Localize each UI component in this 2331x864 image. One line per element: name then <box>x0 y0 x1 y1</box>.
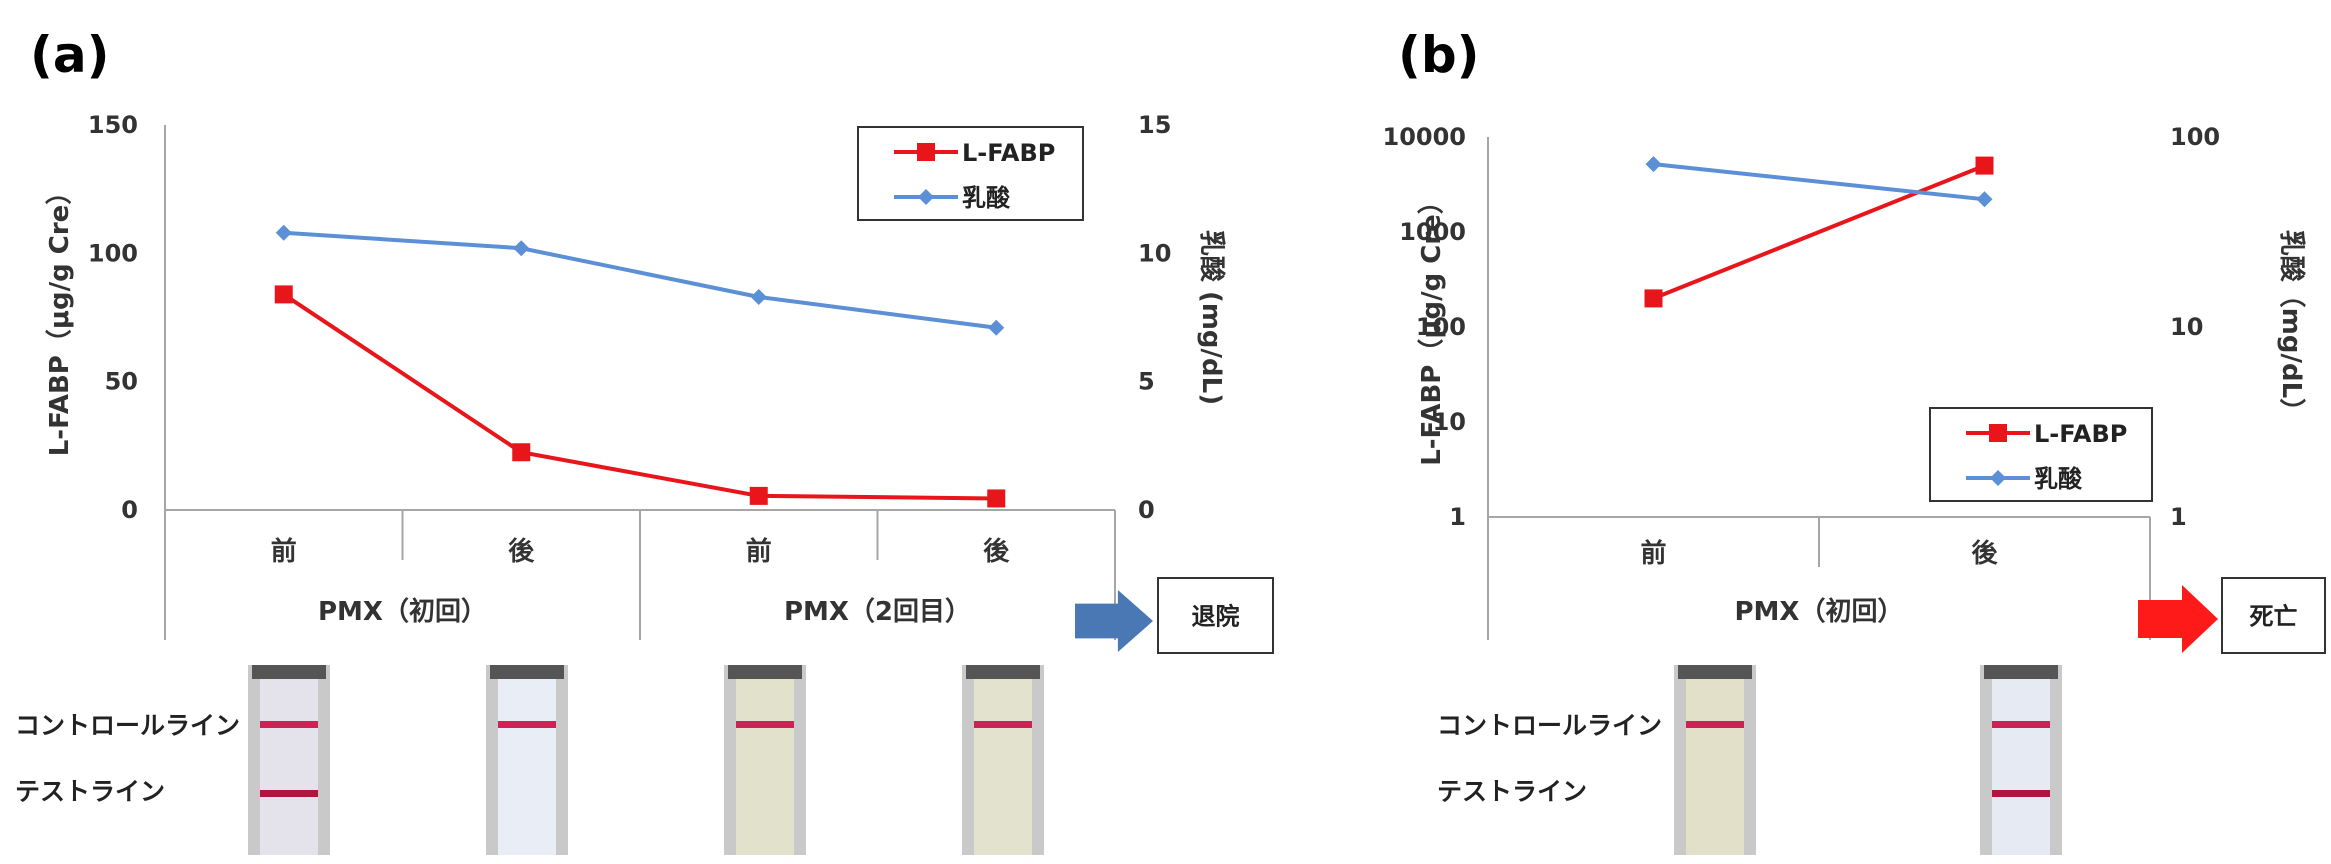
strip-control-line <box>260 721 318 728</box>
strip-control-line <box>1992 721 2050 728</box>
y-tick-label-right: 5 <box>1138 368 1155 396</box>
y-axis-title-right: 乳酸（mg/dL） <box>2276 230 2306 424</box>
strip-top-shadow <box>1678 665 1752 679</box>
strip-top-shadow <box>1984 665 2058 679</box>
test-line-label: テストライン <box>1437 777 1587 806</box>
legend-box <box>1929 407 2153 502</box>
y-tick-label-left: 1 <box>1449 503 1466 531</box>
y-tick-label-right: 1 <box>2170 503 2187 531</box>
strip-window <box>1686 679 1744 855</box>
category-label: 後 <box>1971 538 1998 569</box>
y-tick-label-right: 15 <box>1138 111 1171 139</box>
y-tick-label-left: 1000 <box>1399 218 1466 246</box>
strip-window <box>1992 679 2050 855</box>
lfabp-series-point <box>987 489 1006 508</box>
lfabp-series-line <box>1652 163 1986 301</box>
y-tick-label-left: 0 <box>121 496 138 524</box>
lactate-series-line <box>283 230 997 330</box>
category-label: 前 <box>746 536 772 567</box>
strip-top-shadow <box>966 665 1040 679</box>
strip-window <box>974 679 1032 855</box>
category-label: 後 <box>508 536 535 567</box>
y-axis-title-left: L-FABP（μg/g Cre） <box>1417 188 1447 466</box>
outcome-label: 死亡 <box>2250 603 2298 631</box>
group-label: PMX（初回） <box>318 597 487 627</box>
strip-test-line <box>1992 790 2050 797</box>
strip-top-shadow <box>490 665 564 679</box>
strip-control-line <box>736 721 794 728</box>
y-tick-label-left: 50 <box>105 368 138 396</box>
y-tick-label-left: 100 <box>88 239 138 267</box>
lfabp-series-line <box>282 292 997 501</box>
lactate-series-point <box>1976 191 1993 208</box>
group-label: PMX（2回目） <box>784 597 971 627</box>
category-label: 前 <box>1640 538 1666 569</box>
outcome-box <box>2221 577 2326 654</box>
y-axis-title-left: L-FABP（μg/g Cre） <box>45 179 75 457</box>
y-tick-label-right: 100 <box>2170 123 2220 151</box>
y-tick-label-right: 10 <box>2170 313 2203 341</box>
group-label: PMX（初回） <box>1735 597 1904 627</box>
y-tick-label-right: 0 <box>1138 496 1155 524</box>
lfabp-series-point <box>749 486 768 505</box>
strip-window <box>260 679 318 855</box>
test-strip-image <box>486 665 568 855</box>
control-line-label: コントロールライン <box>15 711 240 740</box>
lfabp-series-point <box>274 285 293 304</box>
lactate-series-point <box>275 224 292 241</box>
outcome-arrow-icon <box>2138 585 2218 653</box>
lactate-series-point <box>513 240 530 257</box>
legend-marker <box>917 143 935 161</box>
test-strip-image <box>1980 665 2062 855</box>
strip-top-shadow <box>252 665 326 679</box>
legend: L-FABP 乳酸 <box>857 126 1084 221</box>
panel-label: (a) <box>30 26 109 84</box>
strip-control-line <box>498 721 556 728</box>
outcome-arrow-icon <box>1075 590 1153 652</box>
panel-label: (b) <box>1398 26 1480 84</box>
outcome-box <box>1157 577 1274 654</box>
legend: L-FABP 乳酸 <box>1929 407 2153 502</box>
lactate-series-point <box>1645 156 1662 173</box>
y-axis-title-right: 乳酸 (mg/dL) <box>1196 230 1226 405</box>
y-tick-label-right: 10 <box>1138 239 1171 267</box>
category-label: 後 <box>983 536 1010 567</box>
strip-window <box>736 679 794 855</box>
lfabp-series-point <box>1644 289 1663 308</box>
strip-window <box>498 679 556 855</box>
strip-test-line <box>260 790 318 797</box>
y-tick-label-left: 100 <box>1416 313 1466 341</box>
lfabp-series-point <box>1975 156 1994 175</box>
test-line-label: テストライン <box>15 777 165 806</box>
legend-entry-label: L-FABP <box>2034 420 2127 448</box>
panel-a: (a) 0 50 100 150 0 5 10 15 L-FABP（μg/g Cre） 乳酸 (mg… <box>15 26 1274 855</box>
legend-entry-label: L-FABP <box>962 139 1055 167</box>
test-strip-image <box>248 665 330 855</box>
lactate-series-point <box>988 319 1005 336</box>
outcome-label: 退院 <box>1192 603 1240 631</box>
lactate-series-line <box>1653 162 1985 202</box>
y-tick-label-left: 10 <box>1433 408 1466 436</box>
y-tick-label-left: 10000 <box>1383 123 1467 151</box>
strip-control-line <box>974 721 1032 728</box>
legend-marker <box>918 189 934 205</box>
strip-top-shadow <box>728 665 802 679</box>
legend-entry-label: 乳酸 <box>962 184 1011 212</box>
test-strip-image <box>724 665 806 855</box>
lactate-series-point <box>750 288 767 305</box>
lfabp-series-point <box>512 443 531 462</box>
legend-marker <box>1990 470 2006 486</box>
legend-marker <box>1989 424 2007 442</box>
legend-entry-label: 乳酸 <box>2034 465 2083 493</box>
legend-box <box>857 126 1084 221</box>
control-line-label: コントロールライン <box>1437 711 1662 740</box>
test-strip-image <box>1674 665 1756 855</box>
test-strip-image <box>962 665 1044 855</box>
category-label: 前 <box>271 536 297 567</box>
y-tick-label-left: 150 <box>88 111 138 139</box>
strip-control-line <box>1686 721 1744 728</box>
